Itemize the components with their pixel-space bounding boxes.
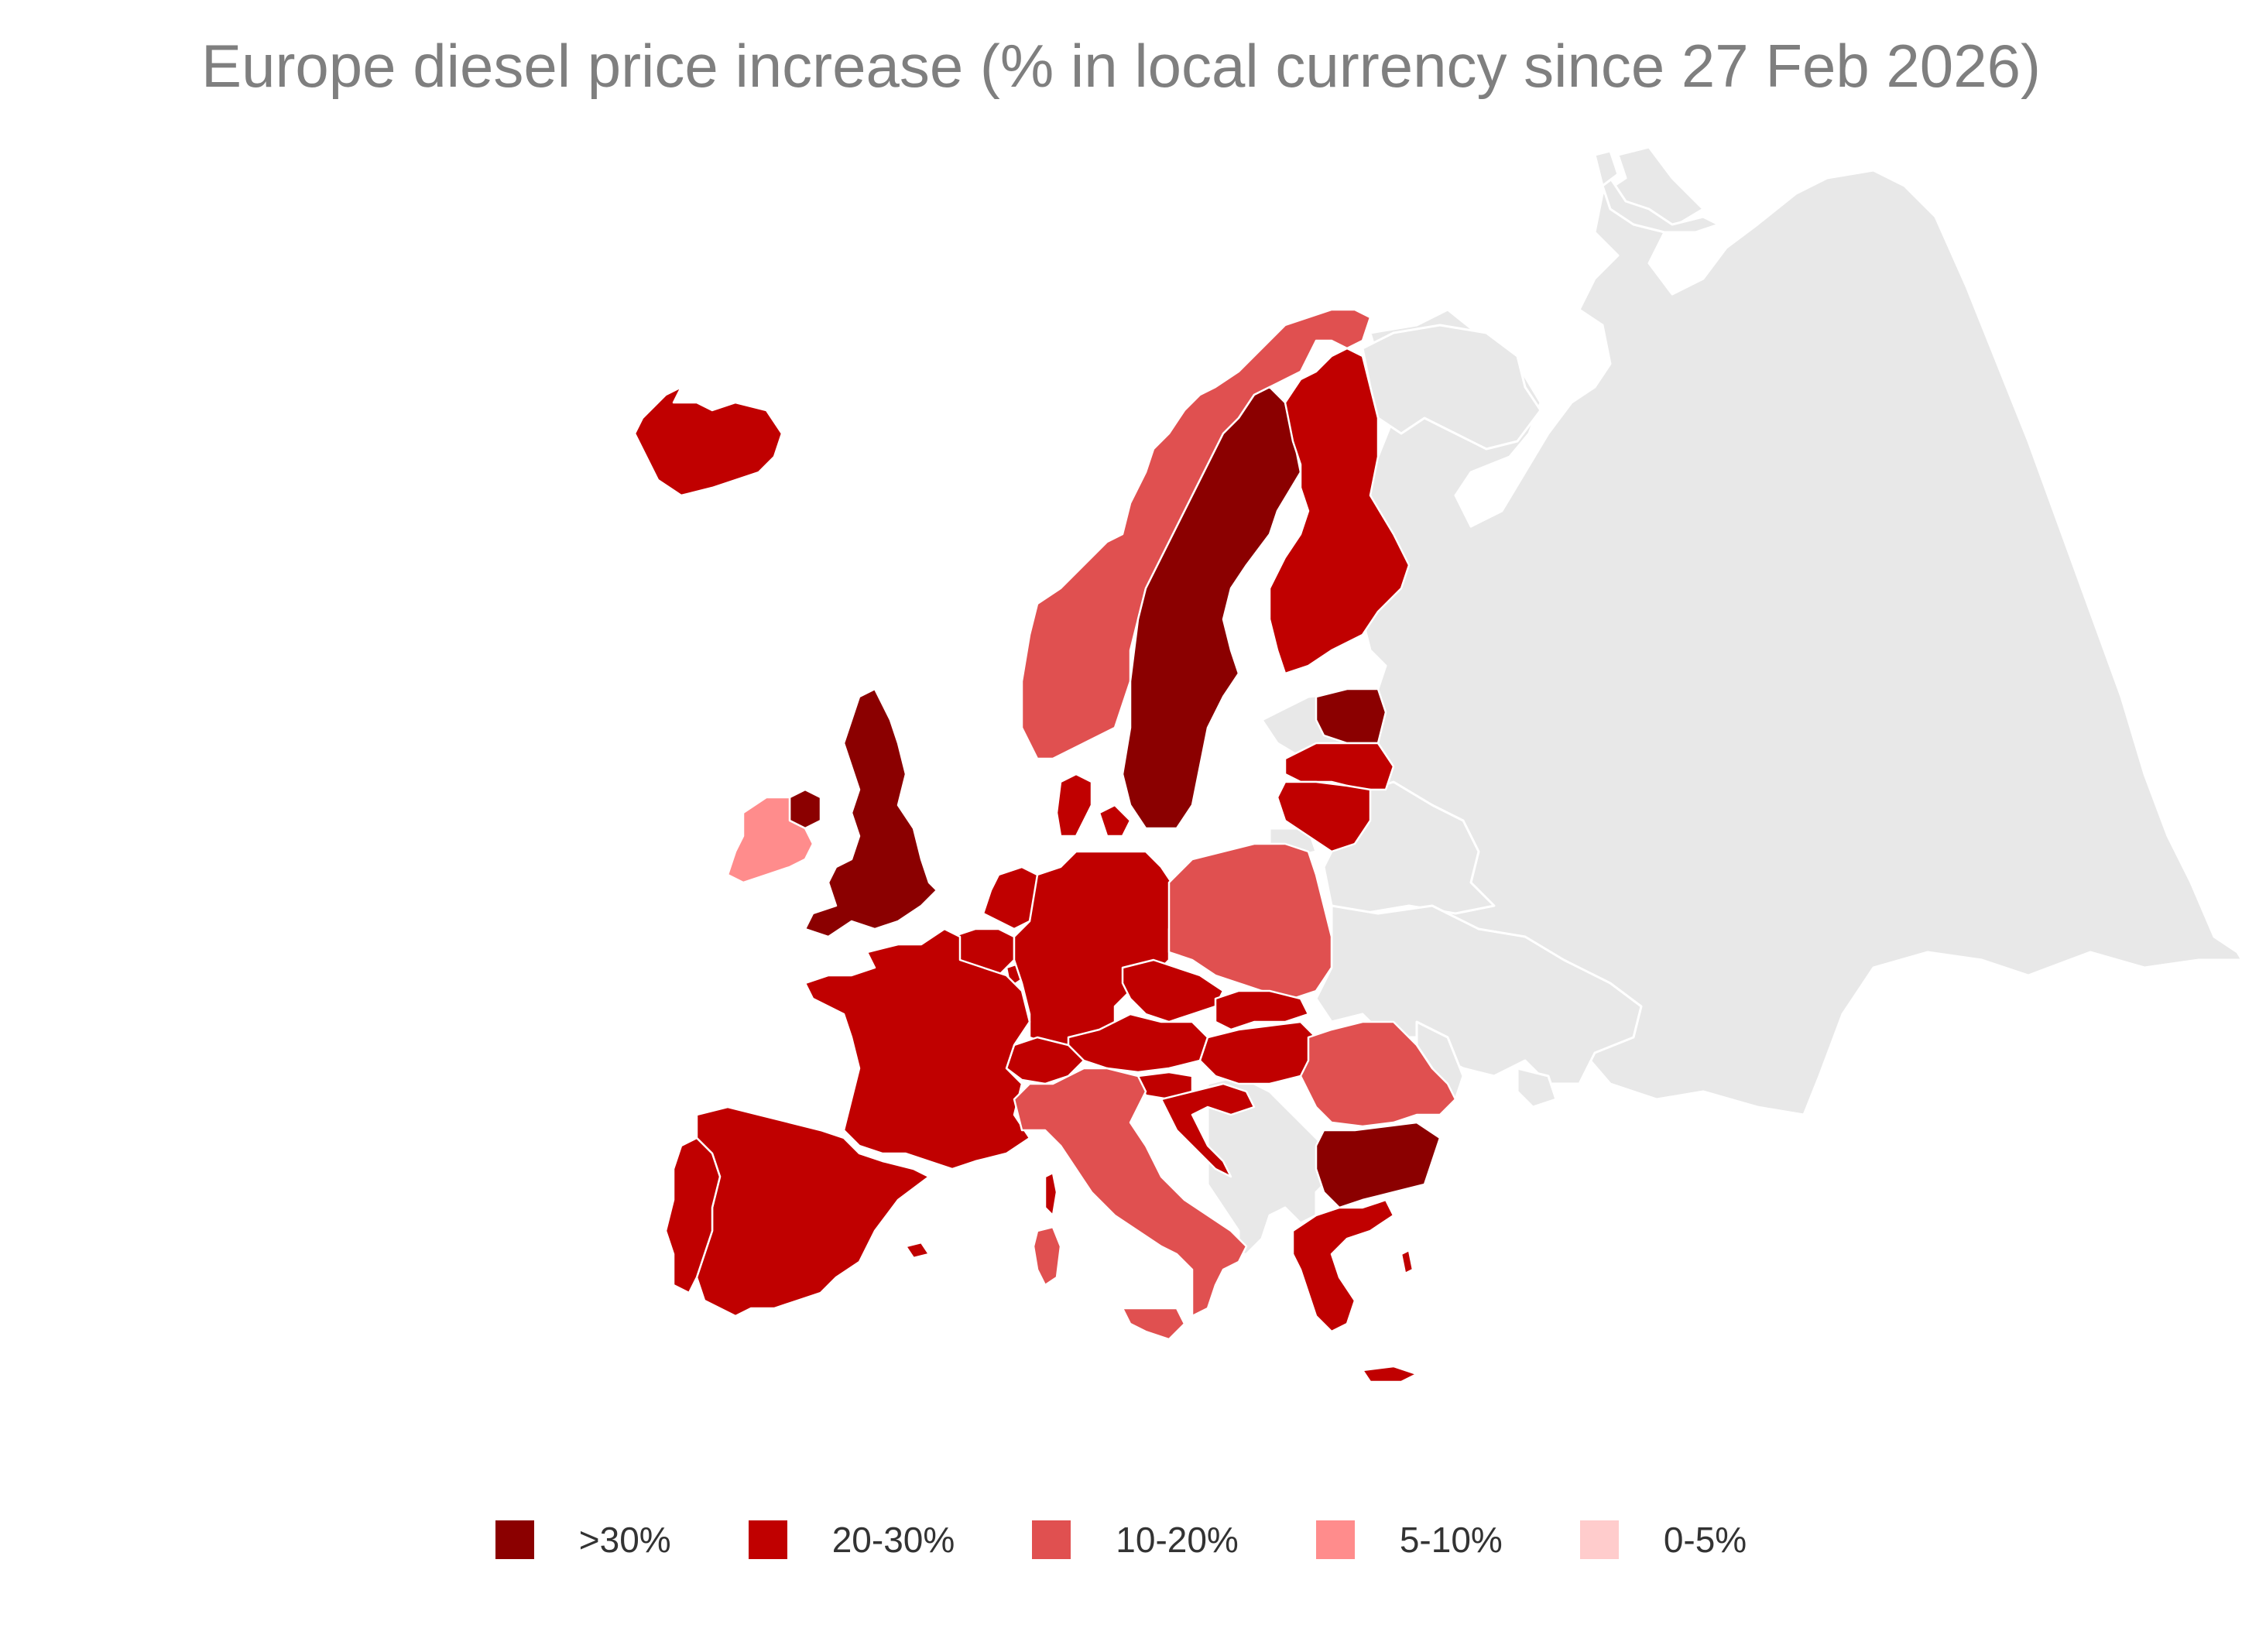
legend-label: 20-30% — [831, 1520, 955, 1560]
svalbard-land — [1593, 149, 1620, 187]
country-czechia[interactable] — [1121, 958, 1225, 1023]
country-norway[interactable] — [1020, 308, 1372, 760]
country-lithuania[interactable] — [1276, 780, 1372, 853]
country-italy[interactable] — [1013, 1067, 1248, 1318]
kola-peninsula — [1361, 324, 1542, 451]
country-corsica[interactable] — [1044, 1171, 1058, 1217]
legend-swatch — [748, 1520, 787, 1559]
country-denmark[interactable] — [1055, 773, 1132, 838]
country-greece[interactable] — [1291, 1198, 1414, 1333]
country-slovakia[interactable] — [1214, 989, 1310, 1031]
country-ireland[interactable] — [726, 796, 814, 884]
legend-item: 20-30% — [748, 1519, 955, 1561]
country-hungary[interactable] — [1198, 1020, 1318, 1085]
legend-item: 0-5% — [1579, 1519, 1747, 1561]
country-sweden[interactable] — [1121, 386, 1302, 830]
background-land — [1206, 146, 2242, 1256]
country-croatia[interactable] — [1160, 1082, 1256, 1178]
legend-swatch — [495, 1520, 534, 1559]
legend-item: 10-20% — [1032, 1519, 1239, 1561]
countries-layer — [633, 308, 1457, 1383]
legend: >30% 20-30% 10-20% 5-10% 0-5% — [0, 1519, 2242, 1561]
crimea-land — [1516, 1067, 1558, 1109]
legend-label: 0-5% — [1663, 1520, 1747, 1560]
country-sardinia[interactable] — [1032, 1225, 1062, 1287]
legend-swatch — [1032, 1520, 1071, 1559]
country-crete[interactable] — [1361, 1365, 1418, 1383]
country-latvia[interactable] — [1284, 742, 1395, 791]
country-finland[interactable] — [1268, 347, 1411, 675]
legend-label: 5-10% — [1399, 1520, 1503, 1560]
country-poland[interactable] — [1167, 842, 1333, 1000]
country-netherlands[interactable] — [982, 865, 1039, 931]
legend-swatch — [1315, 1520, 1355, 1559]
country-france[interactable] — [804, 927, 1031, 1170]
legend-label: >30% — [578, 1520, 671, 1560]
novaya-zemlya — [1593, 153, 1720, 234]
legend-label: 10-20% — [1116, 1520, 1239, 1560]
country-germany[interactable] — [1013, 850, 1178, 1047]
country-portugal[interactable] — [664, 1136, 722, 1294]
country-united-kingdom[interactable] — [804, 687, 938, 938]
legend-swatch — [1579, 1520, 1619, 1559]
country-romania[interactable] — [1299, 1020, 1457, 1128]
map-title: Europe diesel price increase (% in local… — [201, 32, 2041, 100]
country-sicily[interactable] — [1121, 1307, 1186, 1341]
country-bulgaria[interactable] — [1315, 1121, 1442, 1209]
legend-item: >30% — [495, 1519, 671, 1561]
country-estonia[interactable] — [1315, 687, 1387, 745]
legend-item: 5-10% — [1315, 1519, 1503, 1561]
country-iceland[interactable] — [633, 386, 783, 497]
balkans-land — [1206, 1074, 1333, 1256]
